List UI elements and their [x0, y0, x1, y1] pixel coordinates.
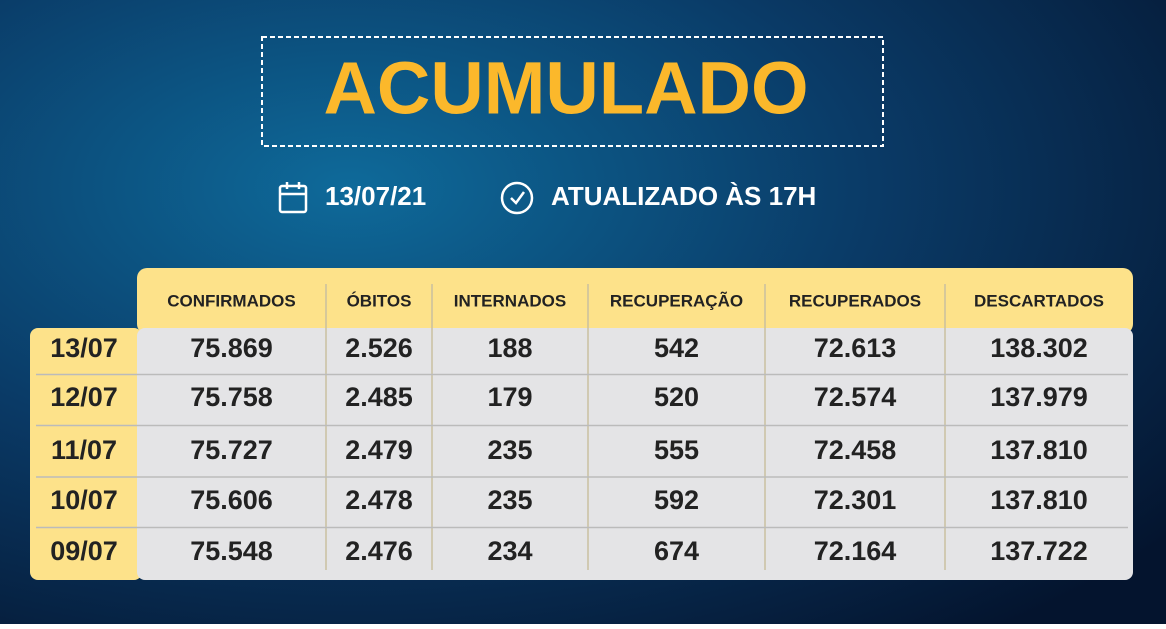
- date: 13/07/21: [325, 181, 426, 211]
- cell: 75.758: [190, 382, 273, 412]
- cell: 592: [654, 485, 699, 515]
- column-header: RECUPERAÇÃO: [610, 290, 743, 310]
- column-header: ÓBITOS: [347, 291, 412, 310]
- row-date: 10/07: [50, 485, 118, 515]
- title: ACUMULADO: [323, 47, 808, 130]
- table-body: [137, 328, 1133, 580]
- row-date: 11/07: [51, 435, 117, 465]
- cell: 72.301: [814, 485, 897, 515]
- cell: 72.574: [814, 382, 897, 412]
- cell: 234: [487, 536, 532, 566]
- cell: 542: [654, 333, 699, 363]
- cell: 235: [487, 435, 532, 465]
- column-header: CONFIRMADOS: [167, 291, 295, 310]
- cell: 2.478: [345, 485, 413, 515]
- title-frame: [261, 36, 884, 147]
- cell: 75.548: [190, 536, 273, 566]
- updated: ATUALIZADO ÀS 17H: [551, 181, 816, 211]
- cell: 138.302: [990, 333, 1088, 363]
- header-band: [137, 268, 1133, 334]
- cell: 555: [654, 435, 699, 465]
- cell: 75.606: [190, 485, 273, 515]
- cell: 137.722: [990, 536, 1088, 566]
- column-header: RECUPERADOS: [789, 291, 921, 310]
- calendar-icon: [278, 182, 308, 214]
- row-date: 09/07: [50, 536, 118, 566]
- cell: 2.479: [345, 435, 413, 465]
- clock-icon: [500, 181, 534, 215]
- cell: 137.979: [990, 382, 1088, 412]
- cell: 2.485: [345, 382, 413, 412]
- cell: 2.476: [345, 536, 413, 566]
- cell: 674: [654, 536, 699, 566]
- cell: 137.810: [990, 435, 1088, 465]
- cell: 72.613: [814, 333, 897, 363]
- cell: 75.869: [190, 333, 273, 363]
- cell: 520: [654, 382, 699, 412]
- cell: 179: [487, 382, 532, 412]
- cell: 235: [487, 485, 532, 515]
- cell: 72.458: [814, 435, 897, 465]
- column-header: DESCARTADOS: [974, 291, 1104, 310]
- cell: 137.810: [990, 485, 1088, 515]
- cell: 72.164: [814, 536, 897, 566]
- column-header: INTERNADOS: [454, 291, 566, 310]
- date-band: [30, 328, 142, 580]
- row-date: 13/07: [50, 333, 118, 363]
- cell: 188: [487, 333, 532, 363]
- cell: 75.727: [190, 435, 273, 465]
- row-date: 12/07: [50, 382, 118, 412]
- cell: 2.526: [345, 333, 413, 363]
